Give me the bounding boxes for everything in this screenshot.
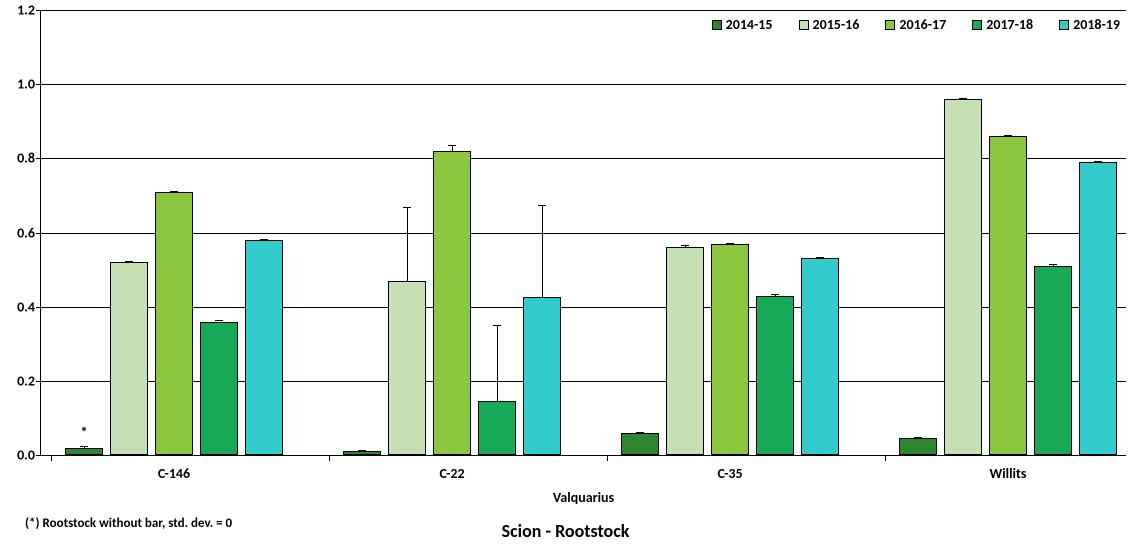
bar (944, 99, 982, 455)
bar (666, 247, 704, 455)
error-cap (914, 437, 922, 438)
x-tick-mark (885, 455, 886, 461)
error-cap (80, 446, 88, 447)
y-tick-label: 0.2 (17, 372, 41, 389)
bar (899, 438, 937, 455)
x-axis-title: Scion - Rootstock (0, 520, 1131, 542)
x-tick-mark (51, 455, 52, 461)
x-group-label: Valquarius (553, 455, 614, 506)
bar (478, 401, 516, 455)
legend-item: 2014-15 (712, 16, 773, 33)
x-category-label: C-22 (439, 455, 464, 482)
legend-item: 2016-17 (885, 16, 946, 33)
y-tick-label: 0.6 (17, 224, 41, 241)
legend-label: 2016-17 (899, 16, 946, 33)
bar (65, 448, 103, 455)
error-cap (493, 325, 501, 326)
bar (388, 281, 426, 455)
error-cap (959, 98, 967, 99)
bar (621, 433, 659, 455)
bar (200, 322, 238, 456)
error-cap (403, 207, 411, 208)
error-bar (407, 207, 408, 281)
plot-area: 2014-152015-162016-172017-182018-19 Valq… (40, 10, 1126, 456)
legend-swatch (885, 20, 895, 30)
bar (523, 297, 561, 455)
error-cap (636, 432, 644, 433)
error-cap (816, 257, 824, 258)
bar (989, 136, 1027, 455)
error-cap (358, 450, 366, 451)
x-tick-mark (329, 455, 330, 461)
bar (711, 244, 749, 455)
gridline (41, 10, 1126, 11)
x-tick-mark (607, 455, 608, 461)
bar (245, 240, 283, 455)
legend-item: 2017-18 (972, 16, 1033, 33)
error-bar (497, 325, 498, 401)
x-category-label: Willits (990, 455, 1027, 482)
error-cap (538, 205, 546, 206)
legend: 2014-15 2015-16 2016-17 2017-18 2018-19 (712, 16, 1120, 33)
legend-swatch (972, 20, 982, 30)
y-tick-label: 0.8 (17, 150, 41, 167)
gridline (41, 84, 1126, 85)
legend-item: 2018-19 (1059, 16, 1120, 33)
error-cap (1049, 264, 1057, 265)
error-cap (771, 294, 779, 295)
bar (155, 192, 193, 455)
error-cap (1094, 161, 1102, 162)
legend-label: 2018-19 (1073, 16, 1120, 33)
bar (110, 262, 148, 455)
bar (1079, 162, 1117, 455)
legend-swatch (1059, 20, 1069, 30)
error-cap (215, 320, 223, 321)
bar (756, 296, 794, 455)
legend-label: 2015-16 (813, 16, 860, 33)
bar (801, 258, 839, 455)
legend-swatch (712, 20, 722, 30)
x-category-label: C-146 (158, 455, 190, 482)
error-cap (260, 239, 268, 240)
chart-container: 2014-15 2015-16 2016-17 2017-18 2018-19 Valq… (0, 0, 1131, 550)
error-cap (1004, 135, 1012, 136)
error-cap (170, 191, 178, 192)
y-tick-label: 0.0 (17, 447, 41, 464)
legend-swatch (799, 20, 809, 30)
y-tick-label: 1.2 (17, 2, 41, 19)
asterisk-marker: * (80, 424, 87, 442)
bar (343, 451, 381, 455)
error-cap (125, 261, 133, 262)
x-category-label: C-35 (717, 455, 742, 482)
legend-label: 2014-15 (726, 16, 773, 33)
legend-label: 2017-18 (986, 16, 1033, 33)
error-cap (726, 243, 734, 244)
error-cap (681, 245, 689, 246)
error-cap (448, 145, 456, 146)
bar (433, 151, 471, 455)
error-bar (542, 205, 543, 298)
y-tick-label: 1.0 (17, 76, 41, 93)
y-tick-label: 0.4 (17, 298, 41, 315)
bar (1034, 266, 1072, 455)
legend-item: 2015-16 (799, 16, 860, 33)
